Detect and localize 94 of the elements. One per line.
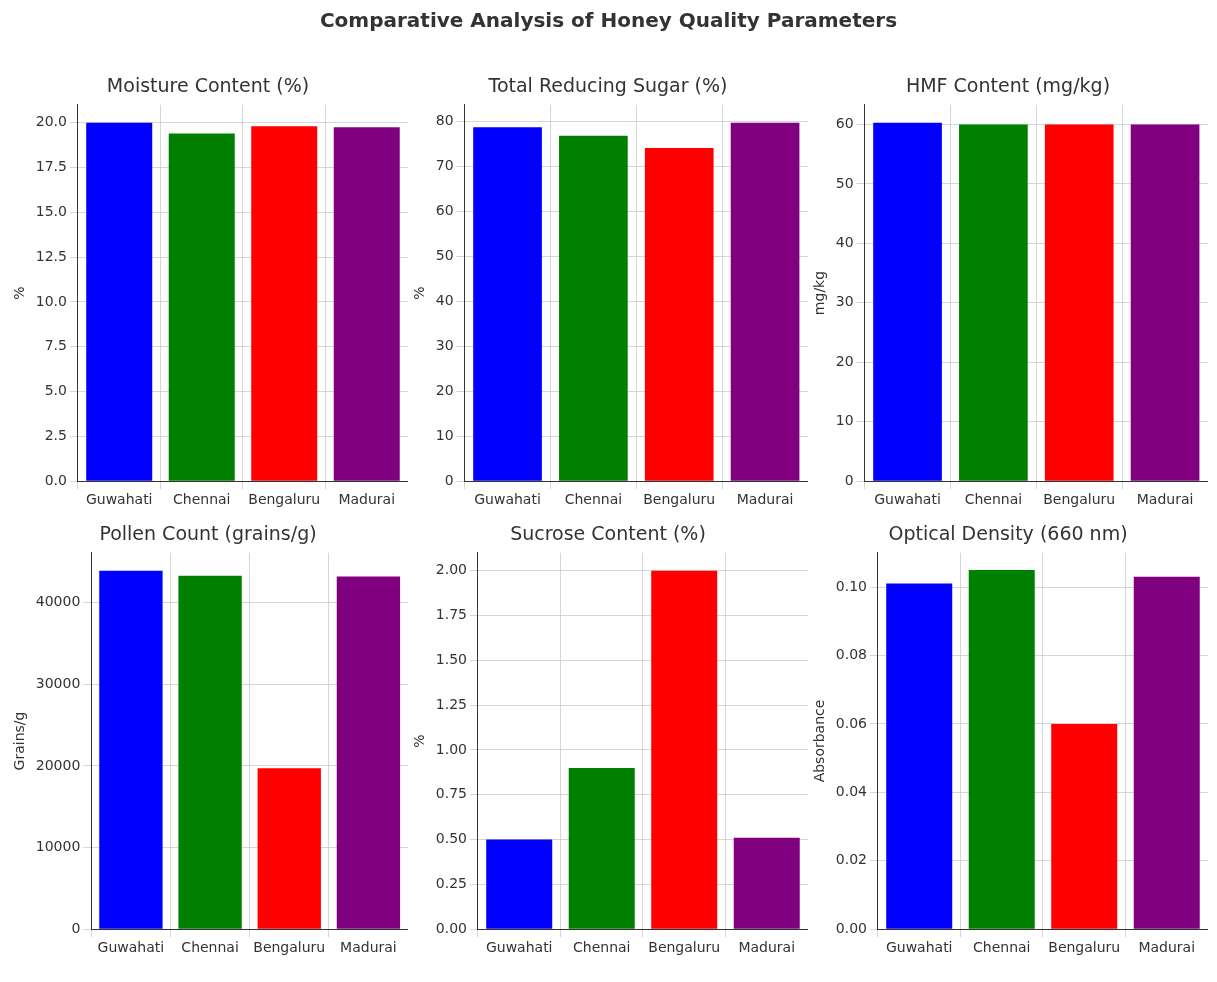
y-tick-label: 60	[435, 202, 454, 219]
x-tick-label: Chennai	[172, 491, 231, 508]
y-tick-label: 1.50	[435, 650, 467, 667]
x-tick-label: Chennai	[572, 939, 631, 956]
bar	[1133, 576, 1200, 929]
chart-title: Moisture Content (%)	[106, 74, 310, 97]
text: Comparative Analysis of Honey Quality Parameters	[318, 8, 899, 32]
x-tick-label: Chennai	[564, 491, 623, 508]
x-tick-label: Madurai	[1136, 491, 1194, 508]
x-tick-label: Guwahati	[485, 939, 553, 956]
y-tick-label: 0	[71, 919, 81, 936]
y-tick-label: 40	[835, 233, 854, 250]
y-tick-label: 70	[435, 157, 454, 174]
y-tick-label: 17.5	[35, 158, 67, 175]
y-tick-label: 0.10	[835, 577, 867, 594]
chart-title: HMF Content (mg/kg)	[905, 74, 1111, 97]
x-tick-label: Guwahati	[474, 491, 541, 508]
x-tick-label: Bengaluru	[648, 939, 721, 956]
bar	[651, 570, 718, 929]
x-tick-label: Chennai	[964, 491, 1023, 508]
y-axis-title: Absorbance	[811, 699, 828, 783]
y-tick-label: 0.04	[835, 782, 868, 799]
y-axis-title: Grains/g	[11, 711, 28, 771]
bar	[257, 768, 321, 929]
y-tick-label: 0.25	[435, 875, 467, 892]
y-axis-title: %	[11, 286, 28, 300]
x-tick-label: Madurai	[738, 939, 796, 956]
y-tick-label: 0.0	[44, 471, 67, 488]
y-tick-label: 50	[435, 246, 454, 263]
x-tick-label: Chennai	[972, 939, 1031, 956]
y-tick-label: 40	[435, 291, 454, 308]
y-tick-label: 1.75	[435, 606, 467, 623]
y-tick-label: 40000	[35, 593, 81, 610]
y-tick-label: 0.06	[835, 714, 868, 731]
bar	[968, 569, 1035, 929]
y-tick-label: 0	[844, 471, 854, 488]
bar	[886, 583, 953, 929]
y-tick-label: 80	[435, 112, 454, 129]
y-tick-label: 7.5	[44, 337, 67, 354]
y-tick-label: 0.02	[835, 851, 867, 868]
y-axis-title: mg/kg	[811, 270, 828, 316]
x-tick-label: Guwahati	[85, 491, 153, 508]
y-tick-label: 60	[835, 115, 854, 132]
y-tick-label: 2.5	[44, 427, 67, 444]
chart-title: Pollen Count (grains/g)	[99, 522, 317, 545]
y-tick-label: 50	[835, 174, 854, 191]
y-tick-label: 0.50	[435, 830, 467, 847]
y-axis-title: %	[411, 734, 428, 748]
y-tick-label: 0.00	[435, 919, 467, 936]
y-tick-label: 10.0	[35, 292, 67, 309]
x-tick-label: Bengaluru	[253, 939, 326, 956]
y-tick-label: 12.5	[35, 247, 67, 264]
chart-title: Optical Density (660 nm)	[888, 522, 1128, 545]
y-tick-label: 0.08	[835, 646, 867, 663]
y-tick-label: 20.0	[35, 113, 67, 130]
y-tick-label: 2.00	[435, 561, 467, 578]
y-tick-label: 1.25	[435, 695, 467, 712]
y-tick-label: 5.0	[44, 382, 67, 399]
y-tick-label: 30	[835, 293, 854, 310]
x-tick-label: Guwahati	[874, 491, 941, 508]
bar	[336, 576, 401, 929]
x-tick-label: Bengaluru	[1048, 939, 1121, 956]
bar	[568, 767, 635, 929]
y-tick-label: 0.00	[835, 919, 867, 936]
y-tick-label: 10000	[35, 838, 81, 855]
y-tick-label: 10	[835, 412, 854, 429]
y-tick-label: 20	[435, 381, 454, 398]
y-tick-label: 30	[435, 336, 454, 353]
x-tick-label: Guwahati	[97, 939, 165, 956]
bar	[1051, 723, 1118, 929]
chart-title: Total Reducing Sugar (%)	[487, 74, 728, 97]
y-tick-label: 20	[835, 352, 854, 369]
x-tick-label: Chennai	[181, 939, 239, 956]
x-tick-label: Bengaluru	[643, 491, 716, 508]
x-tick-label: Bengaluru	[248, 491, 321, 508]
x-tick-label: Guwahati	[885, 939, 953, 956]
y-axis-title: %	[411, 286, 428, 300]
y-tick-label: 0.75	[435, 785, 467, 802]
x-tick-label: Madurai	[1138, 939, 1196, 956]
bar	[99, 570, 163, 929]
y-tick-label: 1.00	[435, 740, 467, 757]
x-tick-label: Madurai	[736, 491, 794, 508]
chart-title: Sucrose Content (%)	[510, 522, 706, 545]
bar	[486, 839, 553, 929]
y-tick-label: 15.0	[35, 202, 67, 219]
bar	[733, 837, 800, 929]
y-tick-label: 20000	[35, 756, 81, 773]
y-tick-label: 30000	[35, 674, 81, 691]
y-tick-label: 0	[444, 471, 454, 488]
x-tick-label: Madurai	[340, 939, 397, 956]
y-tick-label: 10	[435, 426, 454, 443]
bar	[178, 575, 242, 929]
x-tick-label: Madurai	[338, 491, 396, 508]
x-tick-label: Bengaluru	[1043, 491, 1116, 508]
